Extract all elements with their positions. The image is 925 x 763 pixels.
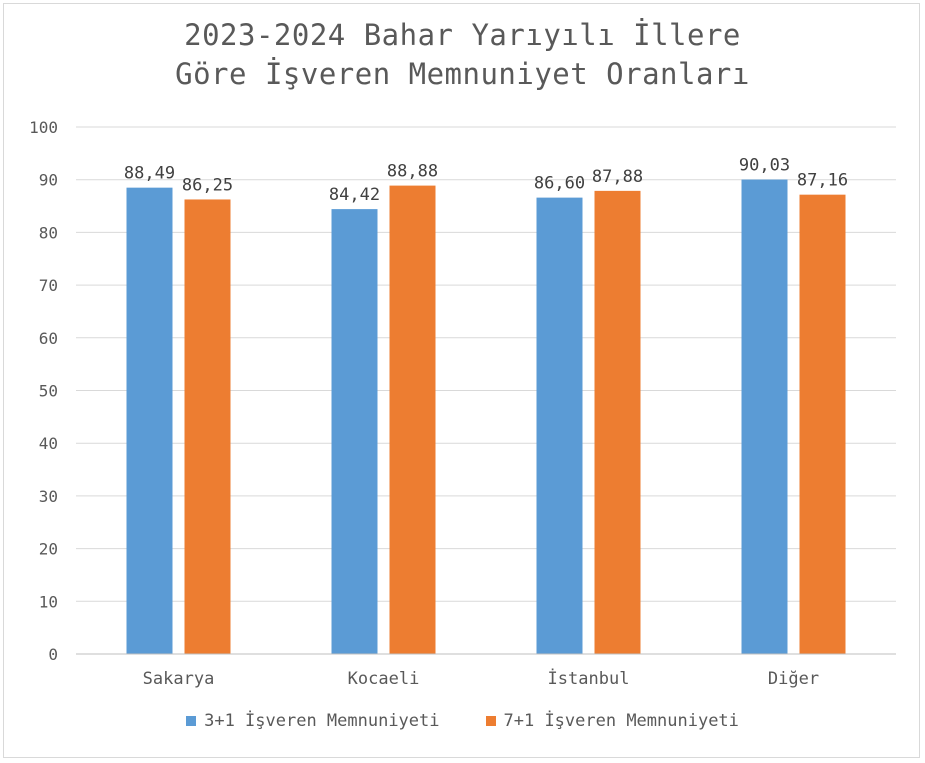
- y-tick-label: 0: [48, 645, 58, 664]
- y-tick-label: 90: [39, 171, 58, 190]
- y-tick-label: 70: [39, 276, 58, 295]
- data-label: 88,49: [124, 164, 175, 184]
- legend-swatch-series-2: [485, 716, 496, 726]
- legend-item-series-2: 7+1 İşveren Memnuniyeti: [485, 711, 739, 731]
- legend-label-series-2: 7+1 İşveren Memnuniyeti: [503, 711, 739, 731]
- bar: [184, 199, 231, 654]
- legend: 3+1 İşveren Memnuniyeti 7+1 İşveren Memn…: [0, 711, 925, 731]
- y-tick-label: 10: [39, 592, 58, 611]
- data-label: 90,03: [739, 156, 790, 176]
- bar: [126, 187, 173, 654]
- data-label: 87,16: [797, 171, 848, 191]
- chart-title-line-2: Göre İşveren Memnuniyet Oranları: [175, 57, 750, 91]
- x-tick-label: Sakarya: [143, 669, 215, 689]
- legend-item-series-1: 3+1 İşveren Memnuniyeti: [186, 711, 440, 731]
- y-tick-label: 20: [39, 540, 58, 559]
- bar: [536, 197, 583, 655]
- y-tick-label: 40: [39, 434, 58, 453]
- data-label: 86,60: [534, 174, 585, 194]
- x-tick-label: İstanbul: [548, 668, 630, 689]
- data-label: 87,88: [592, 167, 643, 187]
- data-label: 84,42: [329, 185, 380, 205]
- legend-swatch-series-1: [186, 716, 197, 726]
- bar: [389, 185, 436, 654]
- bar: [594, 190, 641, 654]
- y-tick-label: 50: [39, 382, 58, 401]
- y-tick-label: 100: [29, 118, 58, 137]
- y-tick-label: 80: [39, 223, 58, 242]
- y-tick-label: 30: [39, 487, 58, 506]
- chart-title-line-1: 2023-2024 Bahar Yarıyılı İllere: [184, 18, 741, 52]
- data-label: 86,25: [182, 175, 233, 195]
- chart-title: 2023-2024 Bahar Yarıyılı İllere Göre İşv…: [0, 16, 925, 94]
- y-tick-label: 60: [39, 329, 58, 348]
- bar: [741, 179, 788, 654]
- bar: [331, 209, 378, 654]
- x-tick-label: Kocaeli: [348, 669, 420, 689]
- data-label: 88,88: [387, 162, 438, 182]
- bar: [799, 194, 846, 654]
- legend-label-series-1: 3+1 İşveren Memnuniyeti: [204, 711, 440, 731]
- x-tick-label: Diğer: [768, 669, 819, 689]
